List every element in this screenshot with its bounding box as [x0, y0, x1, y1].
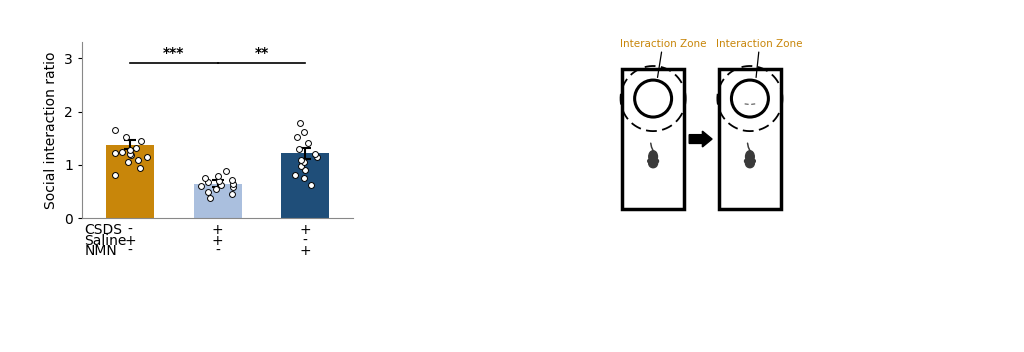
- Point: [224, 191, 241, 197]
- Point: [202, 195, 218, 201]
- Text: Saline: Saline: [85, 234, 127, 248]
- Point: [224, 177, 241, 183]
- Point: [122, 151, 138, 157]
- Point: [306, 151, 323, 157]
- Text: -: -: [128, 223, 132, 237]
- Point: [287, 172, 303, 177]
- Point: [210, 173, 226, 178]
- Text: -: -: [215, 244, 220, 258]
- Circle shape: [648, 159, 657, 168]
- Text: -: -: [303, 234, 307, 248]
- FancyArrow shape: [689, 131, 712, 147]
- Point: [208, 186, 224, 192]
- Point: [200, 189, 216, 194]
- Circle shape: [745, 159, 755, 168]
- Point: [296, 175, 312, 181]
- Text: -: -: [128, 244, 132, 258]
- Point: [291, 146, 307, 152]
- Text: +: +: [124, 234, 136, 248]
- Point: [224, 184, 241, 190]
- Text: +: +: [299, 223, 311, 237]
- Ellipse shape: [746, 94, 754, 103]
- Text: +: +: [212, 234, 223, 248]
- Point: [132, 138, 148, 144]
- Point: [106, 127, 123, 133]
- Point: [193, 183, 209, 189]
- Circle shape: [635, 80, 672, 117]
- Point: [293, 163, 309, 169]
- Circle shape: [744, 159, 749, 163]
- Bar: [719, 69, 780, 209]
- Point: [218, 169, 234, 174]
- Text: Interaction Zone: Interaction Zone: [620, 39, 706, 77]
- Bar: [194, 184, 242, 218]
- Text: **: **: [254, 46, 268, 61]
- Point: [130, 157, 146, 162]
- Text: CSDS: CSDS: [85, 223, 123, 237]
- Point: [293, 157, 309, 162]
- Point: [108, 172, 124, 177]
- Circle shape: [752, 101, 754, 103]
- Circle shape: [648, 159, 651, 163]
- Point: [289, 134, 305, 140]
- Text: ***: ***: [163, 46, 184, 61]
- Point: [197, 175, 213, 181]
- Point: [296, 159, 312, 165]
- Bar: [282, 153, 330, 218]
- Circle shape: [746, 100, 754, 107]
- Point: [309, 154, 326, 160]
- Point: [123, 152, 139, 158]
- Circle shape: [731, 80, 768, 117]
- Point: [132, 165, 148, 170]
- Bar: [623, 69, 684, 209]
- Text: NMN: NMN: [85, 244, 118, 258]
- Point: [303, 182, 319, 188]
- Text: +: +: [299, 244, 311, 258]
- Point: [295, 129, 311, 135]
- Point: [213, 182, 229, 188]
- Point: [211, 178, 227, 184]
- Point: [300, 140, 316, 145]
- Point: [128, 145, 144, 151]
- Text: Interaction Zone: Interaction Zone: [717, 39, 803, 77]
- Point: [292, 120, 308, 126]
- Point: [114, 149, 130, 155]
- Circle shape: [745, 101, 749, 103]
- Ellipse shape: [745, 151, 755, 163]
- Text: +: +: [212, 223, 223, 237]
- Circle shape: [752, 159, 756, 163]
- Ellipse shape: [649, 151, 657, 163]
- Point: [120, 159, 136, 165]
- Point: [200, 179, 216, 185]
- Point: [118, 134, 134, 140]
- Point: [225, 181, 242, 187]
- Point: [106, 150, 123, 156]
- Y-axis label: Social interaction ratio: Social interaction ratio: [44, 51, 58, 209]
- Bar: [106, 145, 155, 218]
- Point: [122, 147, 138, 153]
- Circle shape: [654, 159, 658, 163]
- Point: [297, 168, 313, 173]
- Point: [138, 154, 155, 160]
